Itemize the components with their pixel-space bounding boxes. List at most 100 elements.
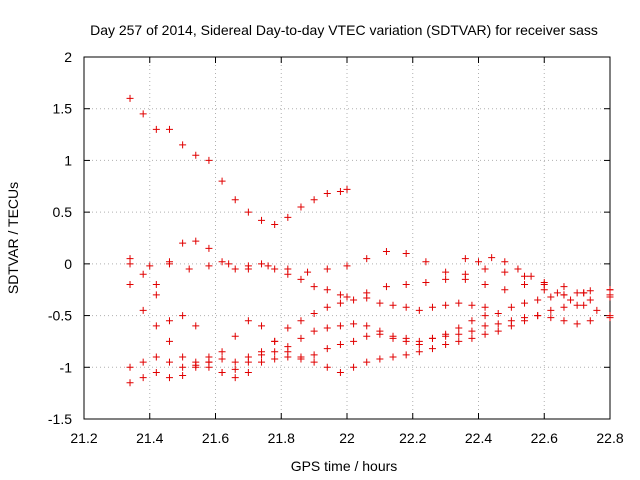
data-point (139, 374, 147, 382)
data-point (165, 374, 173, 382)
data-point (192, 237, 200, 245)
data-point (507, 303, 515, 311)
data-point (461, 270, 469, 278)
data-point (402, 250, 410, 258)
data-point (231, 365, 239, 373)
data-point (481, 265, 489, 273)
data-point (422, 278, 430, 286)
data-point (205, 358, 213, 366)
y-tick-label: 1 (64, 152, 72, 168)
data-point (428, 334, 436, 342)
data-point (481, 312, 489, 320)
data-point (258, 322, 266, 330)
data-point (297, 355, 305, 363)
data-point (402, 351, 410, 359)
data-point (501, 286, 509, 294)
data-point (428, 303, 436, 311)
data-point (244, 208, 252, 216)
data-point (323, 324, 331, 332)
y-tick-label: 0 (64, 256, 72, 272)
data-point (323, 265, 331, 273)
data-point (343, 185, 351, 193)
data-point (481, 322, 489, 330)
data-point (350, 320, 358, 328)
data-point (297, 317, 305, 325)
data-point (389, 332, 397, 340)
data-point (231, 358, 239, 366)
data-point (271, 337, 279, 345)
grid (84, 57, 610, 419)
data-point (593, 306, 601, 314)
series-track-b (126, 247, 614, 299)
data-point (363, 255, 371, 263)
data-point (179, 239, 187, 247)
data-point (205, 244, 213, 252)
data-point (258, 260, 266, 268)
data-point (284, 213, 292, 221)
data-point (547, 306, 555, 314)
data-point (481, 281, 489, 289)
data-point (481, 303, 489, 311)
data-point (139, 110, 147, 118)
data-point (323, 363, 331, 371)
data-point (560, 303, 568, 311)
data-point (540, 281, 548, 289)
data-point (580, 289, 588, 297)
data-point (382, 283, 390, 291)
data-point (258, 216, 266, 224)
data-point (567, 296, 575, 304)
y-tick-label: 2 (64, 49, 72, 65)
data-point (244, 353, 252, 361)
data-point (422, 258, 430, 266)
data-point (363, 294, 371, 302)
data-point (402, 303, 410, 311)
series-track-a (126, 94, 351, 229)
data-point (573, 301, 581, 309)
series-track-i (126, 291, 614, 387)
data-point (475, 258, 482, 266)
data-point (323, 303, 331, 311)
data-point (606, 291, 614, 299)
data-point (218, 258, 226, 266)
x-tick-label: 22.6 (531, 430, 558, 446)
data-point (218, 348, 226, 356)
series-track-e (461, 254, 614, 320)
data-point (521, 281, 529, 289)
data-point (402, 281, 410, 289)
y-tick-label: 1.5 (53, 101, 73, 117)
data-point (179, 363, 187, 371)
series-track-d (343, 265, 614, 301)
x-tick-label: 21.8 (268, 430, 295, 446)
data-point (192, 151, 200, 159)
x-tick-label: 22.8 (596, 430, 623, 446)
data-point (442, 301, 450, 309)
data-point (165, 125, 173, 133)
data-point (297, 203, 305, 211)
data-point (310, 196, 318, 204)
chart-title: Day 257 of 2014, Sidereal Day-to-day VTE… (90, 22, 598, 38)
data-point (455, 324, 463, 332)
y-tick-label: -1.5 (48, 411, 72, 427)
data-point (350, 337, 358, 345)
data-point (310, 351, 318, 359)
data-point (494, 320, 502, 328)
data-point (304, 268, 312, 276)
data-point (586, 287, 594, 295)
data-point (606, 314, 614, 322)
data-point (343, 262, 351, 270)
data-point (126, 379, 134, 387)
data-point (468, 317, 476, 325)
data-point (152, 281, 160, 289)
data-point (146, 262, 154, 270)
data-point (323, 286, 331, 294)
data-point (264, 262, 272, 270)
data-point (415, 337, 423, 345)
data-point (553, 289, 561, 297)
data-point (310, 283, 318, 291)
data-point (442, 332, 450, 340)
data-point (271, 221, 279, 229)
data-point (521, 299, 529, 307)
data-point (297, 275, 305, 283)
data-point (428, 345, 436, 353)
x-axis-label: GPS time / hours (291, 458, 398, 474)
